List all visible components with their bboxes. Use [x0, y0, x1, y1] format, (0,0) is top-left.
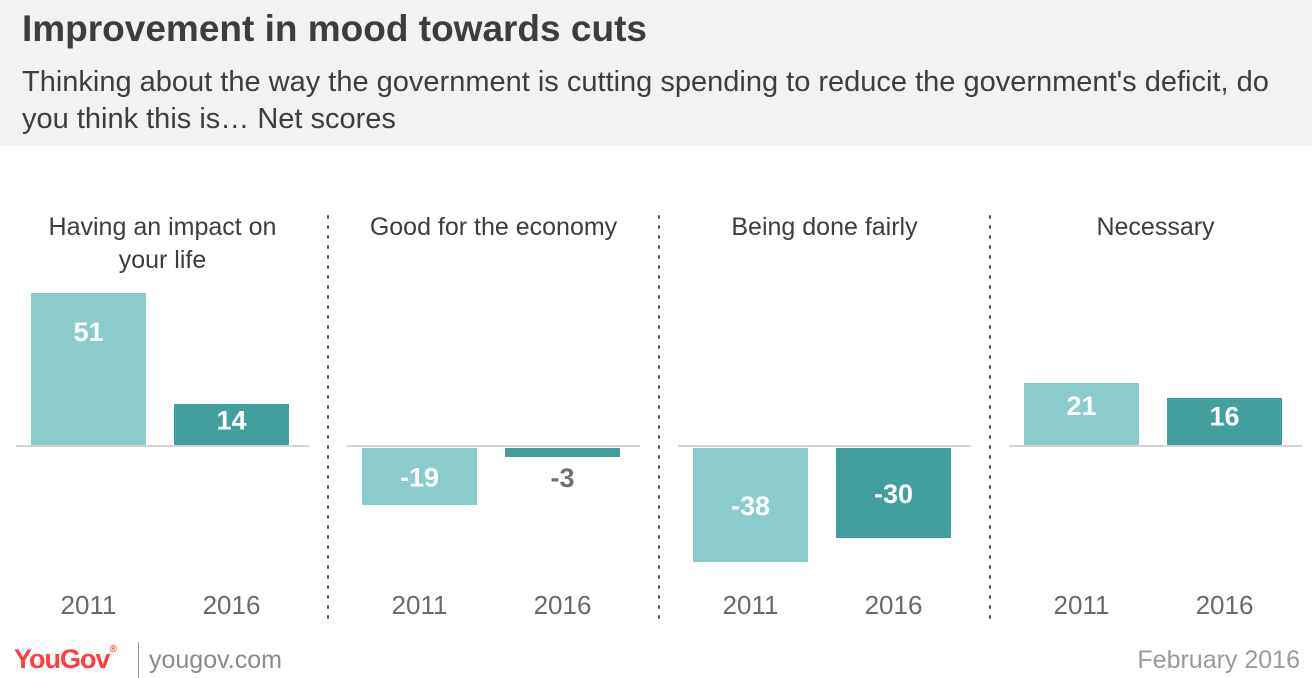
data-label: -30: [874, 479, 913, 509]
bar-2011-1: [31, 293, 146, 446]
bar-2016-2: [505, 448, 620, 457]
bar-2011-3: [693, 448, 808, 562]
x-tick-label: 2011: [1054, 590, 1110, 620]
bar-2016-4: [1167, 398, 1282, 446]
x-tick-label: 2011: [61, 590, 117, 620]
x-tick-label: 2016: [865, 590, 923, 620]
data-label: -38: [731, 491, 770, 521]
bar-2011-2: [362, 448, 477, 505]
data-label: -19: [400, 463, 439, 493]
x-tick-label: 2011: [392, 590, 448, 620]
data-label: 21: [1066, 391, 1096, 421]
data-label: 14: [216, 405, 246, 435]
panel-title: Having an impact on your life: [49, 213, 277, 274]
footer-date: February 2016: [1137, 646, 1300, 674]
panel-title: Good for the economy: [370, 213, 618, 241]
bar-2016-3: [836, 448, 951, 538]
yougov-logo: YouGov®: [14, 644, 117, 674]
bar-2011-4: [1024, 383, 1139, 446]
footer-url: yougov.com: [149, 646, 282, 674]
panel-title: Being done fairly: [731, 213, 918, 241]
data-label: 51: [73, 317, 103, 347]
chart-area: Having an impact on your life 51 2011 14 2016…: [16, 213, 1302, 627]
bar-2016-1: [174, 404, 289, 446]
x-tick-label: 2011: [723, 590, 779, 620]
chart-title: Improvement in mood towards cuts: [22, 8, 647, 49]
panel-title: Necessary: [1096, 213, 1215, 241]
data-label: 16: [1209, 401, 1239, 431]
header-band: Improvement in mood towards cuts Thinkin…: [0, 0, 1312, 146]
data-label: -3: [550, 463, 574, 493]
chart-subtitle: Thinking about the way the government is…: [22, 66, 1269, 135]
x-tick-label: 2016: [203, 590, 261, 620]
x-tick-label: 2016: [534, 590, 592, 620]
footer-separator: [138, 642, 139, 678]
x-tick-label: 2016: [1196, 590, 1254, 620]
